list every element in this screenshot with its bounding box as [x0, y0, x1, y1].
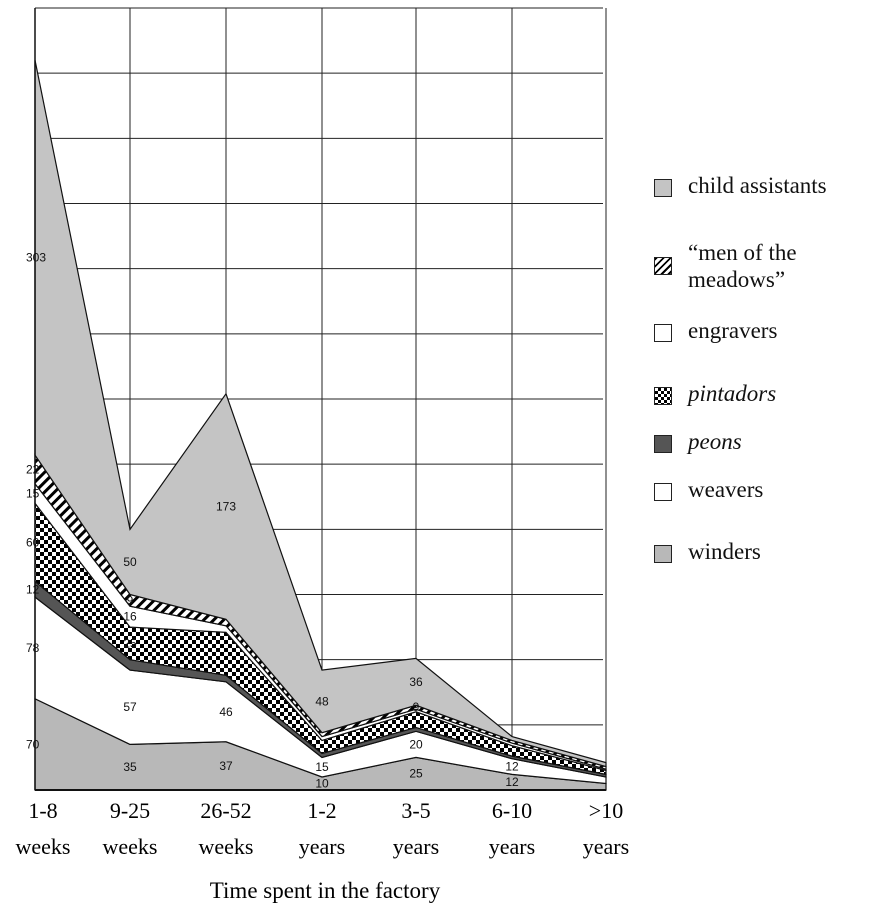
data-label: 78 [26, 641, 40, 655]
x-tick-label: weeks [16, 834, 71, 859]
x-tick-label: years [489, 834, 535, 859]
legend-label: “men of the meadows” [688, 240, 797, 292]
legend-swatch-engravers [654, 324, 672, 342]
data-label: 12 [505, 775, 519, 789]
x-tick-label: 3-5 [401, 798, 430, 823]
data-label: 12 [505, 760, 519, 774]
data-label: 35 [123, 760, 137, 774]
area-child-assistants [34, 60, 607, 768]
legend-item-winders: winders [654, 538, 858, 565]
x-tick-label: years [583, 834, 629, 859]
legend-swatch-pintadors [654, 387, 672, 405]
data-label: 12 [26, 582, 40, 596]
data-label: 25 [409, 767, 423, 781]
x-tick-label: weeks [103, 834, 158, 859]
data-label: 10 [315, 776, 329, 790]
data-label: 60 [26, 535, 40, 549]
legend-swatch-weavers [654, 483, 672, 501]
x-tick-label: 1-8 [28, 798, 57, 823]
data-label: 57 [123, 700, 137, 714]
legend-swatch-peons [654, 435, 672, 453]
data-label: 303 [26, 251, 46, 265]
legend-item-men-of-the-meadows: “men of the meadows” [654, 239, 858, 293]
legend-label: engravers [688, 318, 778, 343]
x-axis-ticks: 1-8 weeks 9-25 weeks 26-52 weeks 1-2 years 3-5 ye… [16, 798, 630, 859]
x-tick-label: >10 [589, 798, 623, 823]
legend-label: pintadors [688, 381, 777, 406]
legend-item-weavers: weavers [654, 476, 858, 503]
legend-label: peons [688, 429, 742, 454]
data-label: 15 [26, 486, 40, 500]
legend-item-pintadors: pintadors [654, 380, 858, 407]
data-label: 70 [26, 737, 40, 751]
data-label: 37 [219, 759, 233, 773]
legend-label: winders [688, 539, 761, 564]
legend-swatch-child-assistants [654, 179, 672, 197]
data-label: 25 [123, 636, 137, 650]
data-label: 9 [413, 700, 420, 714]
data-label: 20 [409, 737, 423, 751]
data-label: 50 [123, 555, 137, 569]
legend-label: weavers [688, 477, 764, 502]
x-tick-label: years [393, 834, 439, 859]
x-tick-label: 6-10 [492, 798, 532, 823]
x-tick-label: 9-25 [110, 798, 150, 823]
x-tick-label: 26-52 [200, 798, 251, 823]
data-label: 173 [216, 500, 236, 514]
x-tick-label: years [299, 834, 345, 859]
chart-areas [34, 8, 607, 791]
x-tick-label: weeks [199, 834, 254, 859]
data-label: 9 [127, 593, 134, 607]
legend-item-engravers: engravers [654, 317, 858, 344]
data-label: 16 [123, 610, 137, 624]
legend-swatch-men-of-the-meadows [654, 257, 672, 275]
x-tick-label: 1-2 [307, 798, 336, 823]
x-axis-label: Time spent in the factory [210, 878, 441, 903]
data-label: 15 [315, 760, 329, 774]
legend-label: child assistants [688, 173, 827, 198]
data-label: 22 [26, 462, 40, 476]
data-label: 48 [315, 694, 329, 708]
data-label: 36 [409, 675, 423, 689]
legend-item-peons: peons [654, 428, 858, 455]
data-label: 46 [219, 705, 233, 719]
legend-swatch-winders [654, 545, 672, 563]
legend-item-child-assistants: child assistants [654, 172, 858, 199]
